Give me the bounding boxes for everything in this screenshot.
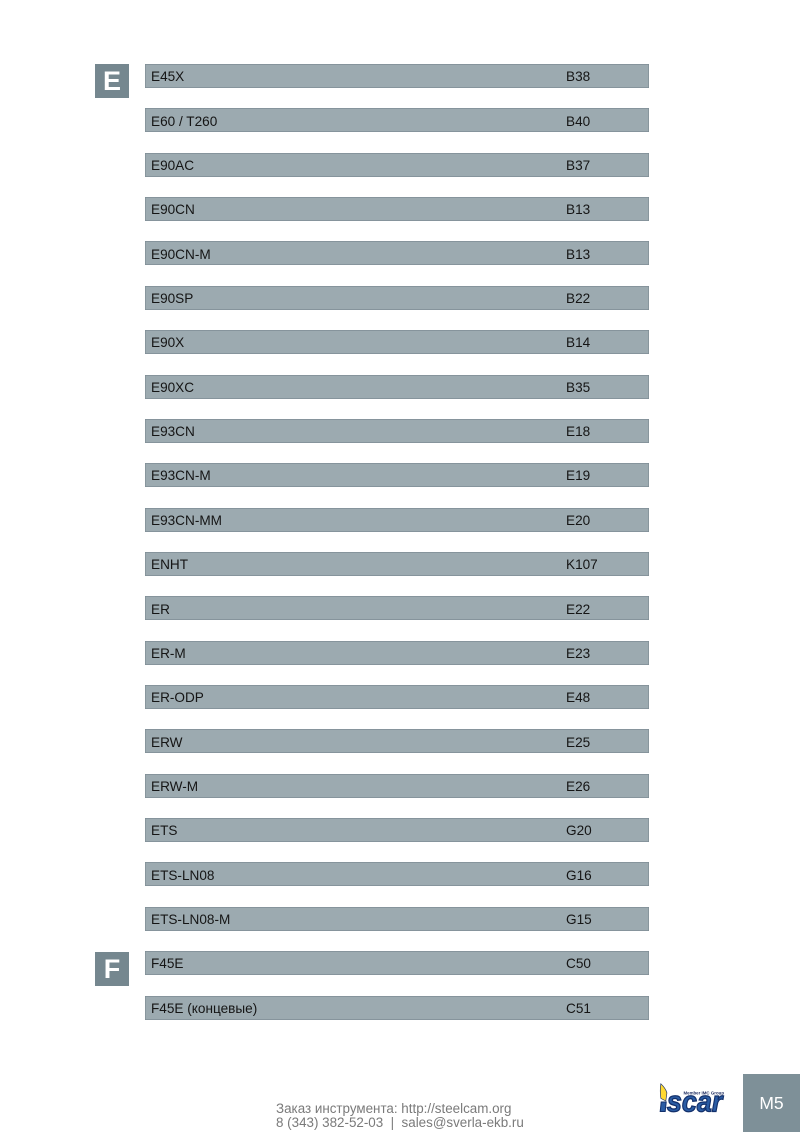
- svg-text:Member IMC Group: Member IMC Group: [684, 1091, 725, 1096]
- svg-text:scar: scar: [667, 1086, 725, 1119]
